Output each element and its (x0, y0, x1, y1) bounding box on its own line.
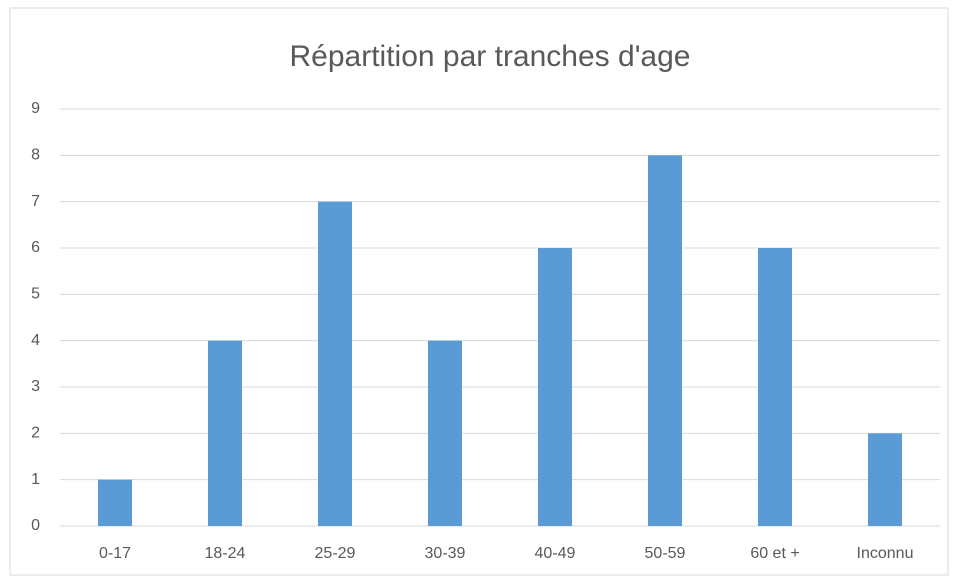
x-tick-label: 25-29 (315, 545, 356, 562)
bar (208, 340, 242, 526)
bar (538, 248, 572, 526)
y-tick-label: 1 (31, 471, 40, 488)
y-tick-label: 5 (31, 286, 40, 303)
bar (758, 248, 792, 526)
x-tick-label: Inconnu (857, 545, 914, 562)
x-tick-label: 50-59 (645, 545, 686, 562)
x-tick-label: 60 et + (750, 545, 799, 562)
y-tick-label: 8 (31, 147, 40, 164)
y-tick-label: 0 (31, 517, 40, 534)
y-tick-label: 6 (31, 239, 40, 256)
chart-title: Répartition par tranches d'age (290, 40, 691, 73)
x-tick-label: 0-17 (99, 545, 131, 562)
x-tick-label: 30-39 (425, 545, 466, 562)
x-tick-label: 18-24 (205, 545, 246, 562)
y-tick-label: 3 (31, 378, 40, 395)
y-tick-label: 2 (31, 425, 40, 442)
bar (318, 201, 352, 526)
y-tick-label: 7 (31, 193, 40, 210)
bar (648, 155, 682, 527)
bar (98, 479, 132, 526)
x-tick-label: 40-49 (535, 545, 576, 562)
bar (868, 433, 902, 526)
y-tick-label: 9 (31, 100, 40, 117)
y-tick-label: 4 (31, 332, 40, 349)
chart-border (9, 7, 949, 576)
bar (428, 340, 462, 526)
